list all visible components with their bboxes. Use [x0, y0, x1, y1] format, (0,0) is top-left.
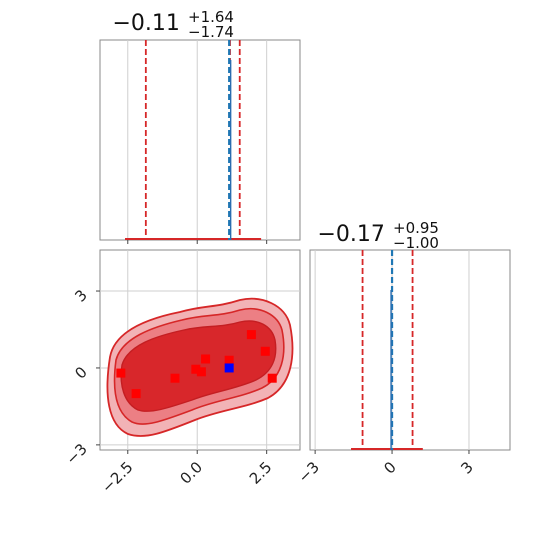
title-plus: +1.64	[188, 8, 234, 26]
sample-marker	[260, 346, 270, 356]
x-tick-label: 3	[457, 458, 476, 477]
title-minus: −1.00	[393, 234, 439, 252]
tick-marks	[127, 240, 268, 244]
title-plus: +0.95	[393, 219, 439, 237]
x-tick-label: 0.0	[176, 458, 206, 488]
histogram-lines	[351, 250, 423, 450]
sample-marker	[246, 330, 256, 340]
x-tick-label: 0	[380, 458, 399, 477]
sample-marker	[116, 368, 126, 378]
sample-marker	[196, 367, 206, 377]
x-tick-label: −3	[295, 458, 323, 486]
histogram-lines	[125, 40, 262, 240]
sample-marker	[224, 355, 234, 365]
grid-lines	[127, 40, 268, 240]
x-tick-label: 2.5	[246, 458, 276, 488]
sample-marker	[191, 364, 201, 374]
sample-marker	[170, 373, 180, 383]
tick-marks: −3 0 3	[295, 450, 477, 486]
y-tick-label: −3	[62, 440, 90, 468]
true-value-marker	[224, 363, 234, 373]
sample-marker	[201, 354, 211, 364]
sample-marker	[267, 373, 277, 383]
y-tick-label: 3	[71, 286, 90, 305]
sample-marker	[131, 389, 141, 399]
title-median: −0.17	[317, 222, 384, 247]
panel-title: −0.17 +0.95 −1.00	[317, 218, 444, 252]
x-tick-label: −2.5	[98, 458, 136, 496]
panel-top-left-histogram: −0.11 +1.64 −1.74	[99, 7, 301, 244]
title-median: −0.11	[112, 11, 179, 36]
panel-frame	[309, 249, 511, 451]
panel-frame	[99, 39, 301, 241]
panel-title: −0.11 +1.64 −1.74	[112, 7, 239, 41]
sample-markers	[116, 330, 277, 399]
title-minus: −1.74	[188, 23, 234, 41]
y-tick-label: 0	[71, 363, 90, 382]
panel-bottom-left-density: −2.5 0.0 2.5 −3 0 3	[62, 249, 301, 497]
panel-bottom-right-histogram: −3 0 3 −0.17 +0.95 −1.00	[295, 218, 511, 486]
